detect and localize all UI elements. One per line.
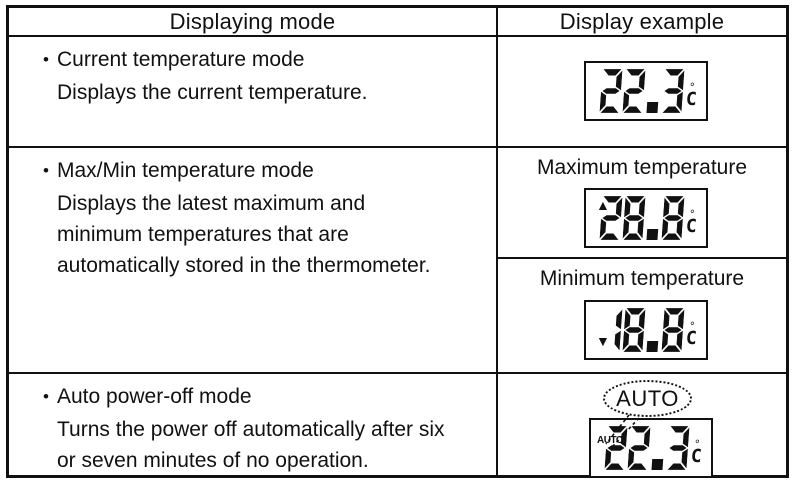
bullet-icon: • — [43, 161, 49, 180]
degree-celsius-unit: ° C — [683, 80, 700, 110]
example-cell-current: ° C — [498, 37, 786, 148]
lcd-digits-maximum — [599, 196, 685, 240]
max-triangle-up-icon: ▲ — [596, 197, 610, 213]
celsius-letter: C — [685, 215, 698, 237]
lcd-digits-auto — [604, 426, 690, 470]
celsius-letter: C — [690, 445, 703, 467]
example-cell-maximum: Maximum temperature ▲ ° C — [498, 148, 786, 259]
mode-title-max-min: • Max/Min temperature mode — [43, 155, 488, 186]
example-cell-minimum: Minimum temperature ▼ ° C — [498, 259, 786, 374]
auto-callout-text: AUTO — [616, 385, 679, 411]
callout-tail-lines — [605, 414, 640, 447]
column-header-displaying-mode: Displaying mode — [9, 8, 498, 37]
degree-celsius-unit: ° C — [688, 437, 705, 467]
lcd-digits-current — [599, 69, 685, 113]
lcd-digits-minimum — [599, 308, 685, 352]
mode-description-current: Displays the current temperature. — [57, 81, 368, 104]
mode-title-max-min-text: Max/Min temperature mode — [57, 159, 314, 182]
header-displaying-mode-label: Displaying mode — [169, 8, 336, 34]
row-current-temperature-mode: • Current temperature mode Displays the … — [9, 37, 498, 148]
display-modes-table: Displaying mode Display example • Curren… — [6, 5, 789, 478]
row-max-min-temperature-mode: • Max/Min temperature mode Displays the … — [9, 148, 498, 374]
mode-title-current-text: Current temperature mode — [57, 48, 305, 71]
celsius-letter: C — [685, 88, 698, 110]
mode-description-max-min: Displays the latest maximum and minimum … — [57, 192, 431, 277]
auto-callout-bubble: AUTO — [603, 380, 692, 417]
celsius-letter: C — [685, 327, 698, 349]
mode-title-auto-power-off: • Auto power-off mode — [43, 381, 488, 412]
degree-celsius-unit: ° C — [683, 207, 700, 237]
maximum-temperature-label: Maximum temperature — [536, 156, 748, 179]
minimum-temperature-label: Minimum temperature — [539, 267, 745, 290]
header-display-example-label: Display example — [559, 8, 725, 34]
min-triangle-down-icon: ▼ — [596, 333, 610, 349]
example-cell-auto-power-off: AUTO AUTO ° C — [498, 374, 786, 478]
auto-segment-label: AUTO — [597, 435, 624, 446]
mode-title-current: • Current temperature mode — [43, 44, 488, 75]
lcd-display-auto: AUTO ° C — [589, 418, 713, 478]
lcd-display-minimum: ▼ ° C — [584, 300, 708, 360]
lcd-display-maximum: ▲ ° C — [584, 188, 708, 248]
mode-description-auto-power-off: Turns the power off automatically after … — [57, 418, 445, 472]
column-header-display-example: Display example — [498, 8, 786, 37]
bullet-icon: • — [43, 387, 49, 406]
row-auto-power-off-mode: • Auto power-off mode Turns the power of… — [9, 374, 498, 476]
degree-celsius-unit: ° C — [683, 319, 700, 349]
bullet-icon: • — [43, 50, 49, 69]
lcd-display-current: ° C — [584, 61, 708, 121]
mode-title-auto-power-off-text: Auto power-off mode — [57, 385, 252, 408]
